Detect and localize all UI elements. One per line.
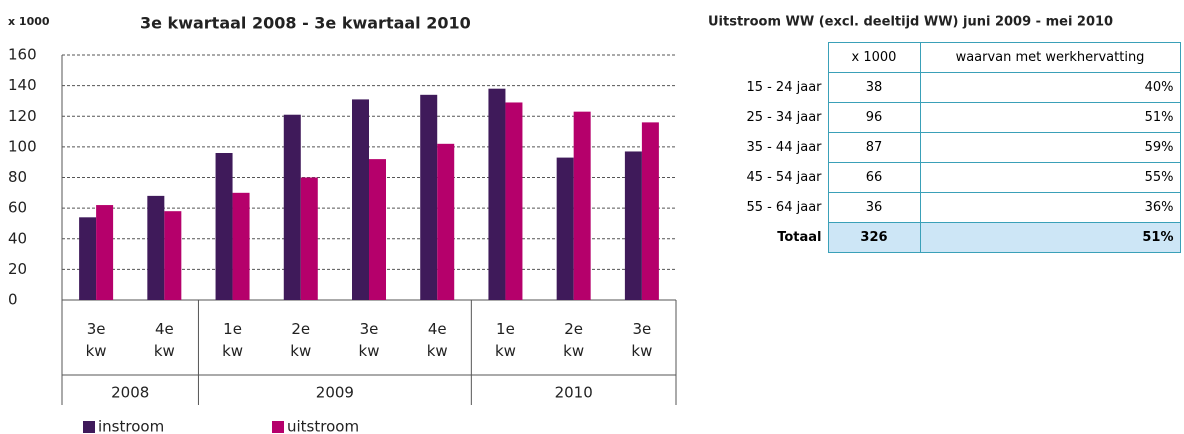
group-label: 2008: [111, 384, 149, 402]
table-title: Uitstroom WW (excl. deeltijd WW) juni 20…: [708, 15, 1113, 30]
table-cell: 59%: [919, 132, 1181, 163]
table-cell: 87: [827, 132, 921, 163]
bar: [96, 205, 114, 300]
bar: [556, 157, 574, 300]
table-row: 25 - 34 jaar 96 51%: [700, 102, 1181, 133]
table-cell: 66: [827, 162, 921, 193]
x-tick-label: 3e kw: [631, 320, 653, 360]
legend-swatch: [83, 421, 95, 433]
bar: [437, 143, 455, 300]
legend-swatch: [272, 421, 284, 433]
y-tick-label: 120: [8, 107, 37, 125]
y-tick-label: 20: [8, 260, 27, 278]
bar: [300, 177, 318, 300]
bar: [573, 111, 591, 300]
table-cell: x 1000: [827, 42, 921, 73]
table-cell: 36: [827, 192, 921, 223]
bar: [215, 153, 233, 300]
bar: [147, 195, 165, 300]
y-tick-label: 60: [8, 199, 27, 217]
y-tick-label: 40: [8, 229, 27, 247]
y-tick-label: 0: [8, 291, 18, 309]
table-row: 35 - 44 jaar 87 59%: [700, 132, 1181, 163]
legend-label: instroom: [98, 418, 164, 434]
chart-title: 3e kwartaal 2008 - 3e kwartaal 2010: [140, 14, 471, 33]
bar: [624, 151, 642, 300]
bar: [79, 217, 97, 300]
table-cell: Totaal: [777, 230, 822, 245]
bar: [164, 211, 182, 300]
table-cell: 96: [827, 102, 921, 133]
bar: [352, 99, 369, 300]
table-cell: waarvan met werkhervatting: [919, 42, 1181, 73]
y-tick-label: 100: [8, 137, 37, 155]
x-tick-label: 1e kw: [494, 320, 516, 360]
bar: [232, 192, 250, 300]
bar: [369, 159, 386, 300]
legend-label: uitstroom: [287, 418, 359, 434]
table-cell: 326: [827, 222, 921, 253]
table-row: 55 - 64 jaar 36 36%: [700, 192, 1181, 223]
x-tick-label: 3e kw: [85, 320, 107, 360]
x-tick-label: 4e kw: [426, 320, 448, 360]
x-tick-label: 3e kw: [358, 320, 380, 360]
bar: [641, 122, 659, 300]
table-cell: 45 - 54 jaar: [746, 170, 822, 185]
x-tick-label: 1e kw: [222, 320, 244, 360]
group-label: 2010: [555, 384, 593, 402]
table-cell: 36%: [919, 192, 1181, 223]
table-cell: 51%: [919, 222, 1181, 253]
x-tick-label: 2e kw: [563, 320, 585, 360]
group-label: 2009: [316, 384, 354, 402]
bar: [505, 102, 523, 300]
table-cell: 40%: [919, 72, 1181, 103]
bar: [420, 94, 438, 300]
table: x 1000 waarvan met werkhervatting 15 - 24 …: [700, 42, 1181, 253]
table-cell: 38: [827, 72, 921, 103]
table-cell: 25 - 34 jaar: [746, 110, 822, 125]
table-row: 45 - 54 jaar 66 55%: [700, 162, 1181, 193]
table-cell: 35 - 44 jaar: [746, 140, 822, 155]
y-axis-label: x 1000: [8, 15, 50, 28]
table-row: x 1000 waarvan met werkhervatting: [700, 42, 1181, 73]
table-cell: 15 - 24 jaar: [746, 80, 822, 95]
table-row: 15 - 24 jaar 38 40%: [700, 72, 1181, 103]
bar: [488, 88, 506, 300]
table-cell: 55%: [919, 162, 1181, 193]
bar: [283, 114, 301, 300]
y-tick-label: 80: [8, 168, 27, 186]
x-tick-label: 4e kw: [153, 320, 175, 360]
table-row: Totaal 326 51%: [700, 222, 1181, 253]
table-cell: 51%: [919, 102, 1181, 133]
table-cell: [700, 43, 828, 73]
table-cell: 55 - 64 jaar: [746, 200, 822, 215]
y-tick-label: 160: [8, 46, 37, 64]
y-tick-label: 140: [8, 76, 37, 94]
x-tick-label: 2e kw: [290, 320, 312, 360]
